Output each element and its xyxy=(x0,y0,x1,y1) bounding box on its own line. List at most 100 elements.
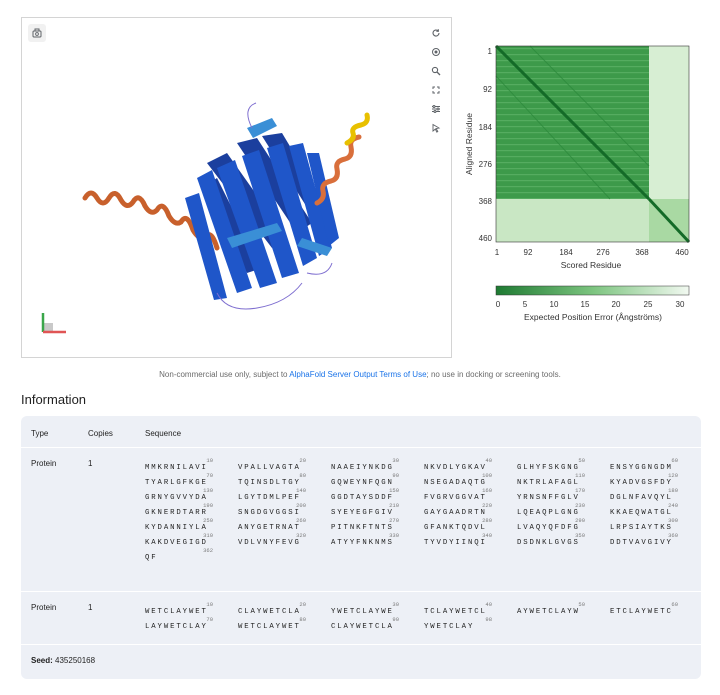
residues: VPALLVAGTA xyxy=(238,464,301,472)
pae-y-tick: 368 xyxy=(479,197,493,206)
residue-index: 270 xyxy=(389,517,399,524)
pae-x-axis-label: Scored Residue xyxy=(561,260,622,270)
reset-icon[interactable] xyxy=(427,24,445,42)
residues: NKTRLAFAGL xyxy=(517,479,580,487)
sequence-chunk: 20 CLAYWETCLA xyxy=(238,602,318,617)
residues: GLHYFSKGNG xyxy=(517,464,580,472)
colorbar-tick: 20 xyxy=(612,300,621,309)
sequence-chunk: 20 VPALLVAGTA xyxy=(238,458,318,473)
sequence-chunk: 180 DGLNFAVQYL xyxy=(610,488,690,503)
sequence-chunk: 100 NSEGADAQTG xyxy=(424,473,504,488)
sequence-chunk: 98 YWETCLAY xyxy=(424,617,504,632)
residue-index: 290 xyxy=(575,517,585,524)
residue-index: 98 xyxy=(485,616,492,623)
residue-index: 190 xyxy=(203,502,213,509)
residues: SNGDGVGGSI xyxy=(238,509,301,517)
sequence-chunk: 230 LQEAQPLGNG xyxy=(517,503,597,518)
sequence-chunk: 350 DSDNKLGVGS xyxy=(517,533,597,548)
residue-index: 130 xyxy=(203,487,213,494)
loops xyxy=(216,102,333,310)
sequence-chunk: 360 DDTVAVGIVY xyxy=(610,533,690,548)
terms-link[interactable]: AlphaFold Server Output Terms of Use xyxy=(289,370,427,379)
residues: VDLVNYFEVG xyxy=(238,539,301,547)
pae-y-tick: 1 xyxy=(488,47,493,56)
residue-index: 140 xyxy=(296,487,306,494)
residue-index: 350 xyxy=(575,532,585,539)
residue-index: 10 xyxy=(206,601,213,608)
residues: QF xyxy=(145,554,158,562)
residue-index: 40 xyxy=(485,457,492,464)
pae-y-tick: 276 xyxy=(479,160,493,169)
settings-sliders-icon[interactable] xyxy=(427,100,445,118)
sequence-chunk: 290 LVAQYQFDFG xyxy=(517,518,597,533)
residue-index: 340 xyxy=(482,532,492,539)
residues: TYVDYIINQI xyxy=(424,539,487,547)
sequence-chunk: 120 KYADVGSFDY xyxy=(610,473,690,488)
camera-icon[interactable] xyxy=(28,24,46,42)
residue-index: 360 xyxy=(668,532,678,539)
fullscreen-icon[interactable] xyxy=(427,81,445,99)
structure-viewer[interactable] xyxy=(21,17,452,358)
residue-index: 230 xyxy=(575,502,585,509)
residues: MMKRNILAVI xyxy=(145,464,208,472)
residues: NSEGADAQTG xyxy=(424,479,487,487)
residues: KAKDVEGIGD xyxy=(145,539,208,547)
residues: TQINSDLTGY xyxy=(238,479,301,487)
colorbar-tick: 25 xyxy=(644,300,653,309)
divider xyxy=(21,644,701,645)
residue-index: 90 xyxy=(392,616,399,623)
sequence-chunk: 60 ENSYGGNGDM xyxy=(610,458,690,473)
residue-index: 10 xyxy=(206,457,213,464)
sequence-chunk: 310 KAKDVEGIGD xyxy=(145,533,225,548)
residues: YWETCLAY xyxy=(424,623,475,631)
center-icon[interactable] xyxy=(427,43,445,61)
sequence-chunk: 160 FVGRVGGVAT xyxy=(424,488,504,503)
sequence-chunk: 50 AYWETCLAYW xyxy=(517,602,597,617)
sequence-chunk: 340 TYVDYIINQI xyxy=(424,533,504,548)
residue-index: 362 xyxy=(203,547,213,554)
residue-index: 30 xyxy=(392,457,399,464)
terms-prefix: Non-commercial use only, subject to xyxy=(159,370,290,379)
residue-index: 180 xyxy=(668,487,678,494)
terms-suffix: ; no use in docking or screening tools. xyxy=(426,370,561,379)
residue-index: 90 xyxy=(392,472,399,479)
pae-y-tick: 92 xyxy=(483,85,492,94)
header-sequence: Sequence xyxy=(145,429,182,438)
sequence-chunk: 240 KKAEQWATGL xyxy=(610,503,690,518)
pae-x-tick: 1 xyxy=(495,248,500,257)
residue-index: 60 xyxy=(671,457,678,464)
sequence-chunk: 200 SNGDGVGGSI xyxy=(238,503,318,518)
residue-index: 60 xyxy=(671,601,678,608)
pae-y-axis-label: Aligned Residue xyxy=(464,113,474,175)
sequence-chunk: 330 ATYYFNKNMS xyxy=(331,533,411,548)
c-terminal-helix xyxy=(314,134,362,206)
residues: GQWEYNFQGN xyxy=(331,479,394,487)
select-cursor-icon[interactable] xyxy=(427,119,445,137)
protein-structure-render[interactable] xyxy=(77,98,397,328)
residues: FVGRVGGVAT xyxy=(424,494,487,502)
residues: KYADVGSFDY xyxy=(610,479,673,487)
sequence-chunk: 190 GKNERDTARR xyxy=(145,503,225,518)
residue-index: 40 xyxy=(485,601,492,608)
information-heading: Information xyxy=(21,392,87,407)
sequence-chunk: 250 KYDANNIYLA xyxy=(145,518,225,533)
zoom-icon[interactable] xyxy=(427,62,445,80)
pae-x-tick: 368 xyxy=(635,248,649,257)
sequence-chunk: 80 WETCLAYWET xyxy=(238,617,318,632)
residues: DSDNKLGVGS xyxy=(517,539,580,547)
sequence-chunk: 40 NKVDLYGKAV xyxy=(424,458,504,473)
residues: TCLAYWETCL xyxy=(424,608,487,616)
residue-index: 260 xyxy=(296,517,306,524)
residues: ATYYFNKNMS xyxy=(331,539,394,547)
colorbar-label: Expected Position Error (Ångströms) xyxy=(524,312,662,322)
residue-index: 20 xyxy=(299,457,306,464)
residues: PITNKFTNTS xyxy=(331,524,394,532)
pae-matrix[interactable] xyxy=(494,44,691,244)
residues: CLAYWETCLA xyxy=(238,608,301,616)
residue-index: 300 xyxy=(668,517,678,524)
sequence-chunk: 140 LGYTDMLPEF xyxy=(238,488,318,503)
seed-value: 435250168 xyxy=(55,656,96,665)
residue-index: 250 xyxy=(203,517,213,524)
residues: ETCLAYWETC xyxy=(610,608,673,616)
residues: LRPSIAYTKS xyxy=(610,524,673,532)
